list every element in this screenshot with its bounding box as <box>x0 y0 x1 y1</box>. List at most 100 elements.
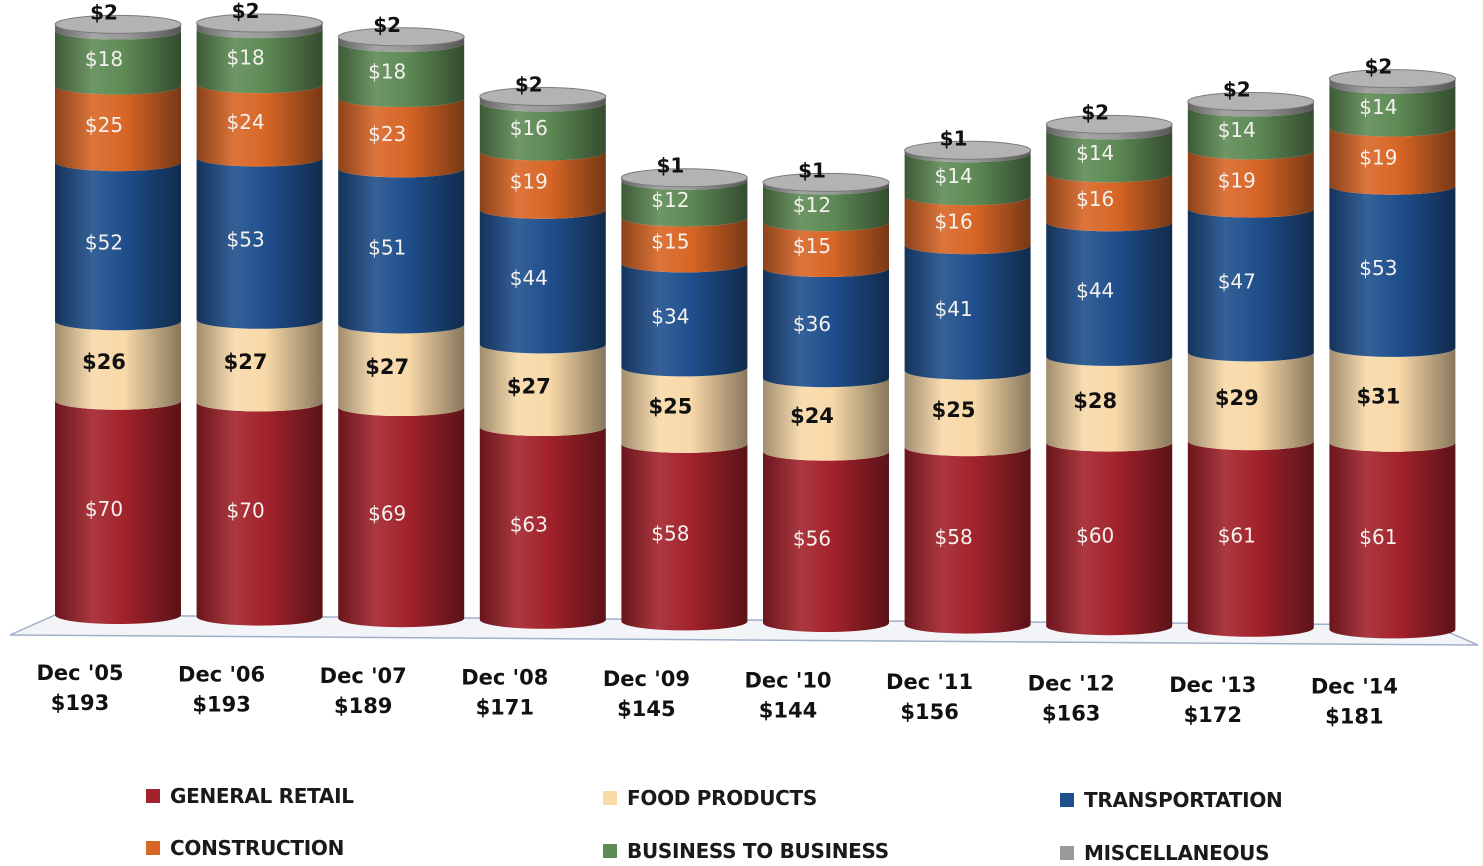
bar-segment-food-products-dec-06 <box>196 319 323 412</box>
category-label-dec-12: Dec '12 <box>1028 672 1115 696</box>
value-label-business-to-business-dec-08: $16 <box>510 116 548 140</box>
bar-segment-construction-dec-08 <box>479 151 606 219</box>
bar-segment-food-products-dec-09 <box>621 367 748 453</box>
bar-top-cap-dec-10 <box>762 172 890 192</box>
bar-segment-food-products-dec-11 <box>904 370 1031 457</box>
bar-top-cap-dec-12 <box>1045 114 1173 134</box>
bar-segment-general-retail-dec-07 <box>338 407 465 628</box>
bar-segment-transportation-dec-12 <box>1046 222 1173 366</box>
value-label-food-products-dec-14: $31 <box>1356 384 1400 408</box>
value-label-transportation-dec-07: $51 <box>368 235 406 259</box>
value-label-food-products-dec-07: $27 <box>365 355 409 379</box>
bar-segment-business-to-business-dec-09 <box>621 180 748 227</box>
bar-segment-transportation-dec-06 <box>196 157 323 329</box>
category-label-dec-14: Dec '14 <box>1311 675 1398 699</box>
legend-item-general-retail: GENERAL RETAIL <box>146 784 354 808</box>
value-label-construction-dec-09: $15 <box>651 229 689 253</box>
value-label-construction-dec-12: $16 <box>1076 187 1114 211</box>
value-label-transportation-dec-06: $53 <box>227 228 265 252</box>
bar-top-cap-dec-08 <box>479 87 607 107</box>
total-label-dec-08: $171 <box>476 696 534 720</box>
value-label-food-products-dec-10: $24 <box>790 404 834 428</box>
total-label-dec-09: $145 <box>617 697 675 721</box>
bar-segment-transportation-dec-07 <box>338 168 465 334</box>
value-label-general-retail-dec-05: $70 <box>85 497 123 521</box>
value-label-miscellaneous-dec-14: $2 <box>1364 55 1392 79</box>
bar-segment-miscellaneous-dec-12 <box>1046 124 1173 140</box>
bar-top-cap-dec-07 <box>337 27 465 47</box>
total-label-dec-11: $156 <box>900 700 958 724</box>
bar-segment-business-to-business-dec-10 <box>763 185 889 232</box>
legend-item-construction: CONSTRUCTION <box>146 836 344 860</box>
bar-segment-food-products-dec-05 <box>55 321 181 410</box>
value-label-food-products-dec-13: $29 <box>1215 386 1259 410</box>
value-label-miscellaneous-dec-11: $1 <box>940 126 968 150</box>
bar-segment-general-retail-dec-05 <box>55 400 181 624</box>
bar-segment-business-to-business-dec-11 <box>904 153 1031 206</box>
bar-segment-business-to-business-dec-05 <box>55 30 181 95</box>
bar-segment-construction-dec-07 <box>338 98 465 178</box>
legend-label-transportation: TRANSPORTATION <box>1084 788 1283 812</box>
value-label-construction-dec-05: $25 <box>85 113 123 137</box>
value-label-transportation-dec-08: $44 <box>510 266 548 290</box>
value-label-miscellaneous-dec-05: $2 <box>90 0 118 24</box>
category-label-dec-08: Dec '08 <box>461 666 548 690</box>
bar-top-cap-dec-05 <box>54 14 182 34</box>
value-label-food-products-dec-05: $26 <box>82 350 126 374</box>
value-label-general-retail-dec-09: $58 <box>651 522 689 546</box>
value-label-business-to-business-dec-07: $18 <box>368 59 406 83</box>
bar-segment-construction-dec-11 <box>904 196 1031 255</box>
bar-segment-construction-dec-09 <box>621 217 748 273</box>
value-label-transportation-dec-12: $44 <box>1076 279 1114 303</box>
value-label-miscellaneous-dec-07: $2 <box>373 13 401 37</box>
value-label-construction-dec-06: $24 <box>227 110 265 134</box>
legend-swatch-construction <box>146 841 160 855</box>
total-label-dec-12: $163 <box>1042 702 1100 726</box>
total-label-dec-14: $181 <box>1325 705 1383 729</box>
value-label-business-to-business-dec-09: $12 <box>651 188 689 212</box>
total-label-dec-05: $193 <box>51 691 109 715</box>
bar-top-cap-dec-11 <box>904 140 1032 160</box>
bar-top-cap-dec-09 <box>620 168 748 188</box>
legend-swatch-transportation <box>1060 793 1074 807</box>
category-label-dec-06: Dec '06 <box>178 663 265 687</box>
bar-segment-construction-dec-13 <box>1187 150 1314 218</box>
bar-segment-business-to-business-dec-12 <box>1046 130 1173 183</box>
category-label-dec-09: Dec '09 <box>603 667 690 691</box>
bar-segment-construction-dec-14 <box>1329 127 1456 195</box>
bar-segment-construction-dec-06 <box>196 84 323 167</box>
bar-top-cap-dec-14 <box>1328 69 1456 89</box>
bar-segment-transportation-dec-10 <box>763 268 889 388</box>
legend-swatch-general-retail <box>146 789 160 803</box>
value-label-business-to-business-dec-06: $18 <box>227 46 265 70</box>
bar-segment-general-retail-dec-14 <box>1329 442 1456 639</box>
bar-segment-general-retail-dec-06 <box>196 402 323 626</box>
value-label-general-retail-dec-10: $56 <box>793 526 831 550</box>
legend-label-construction: CONSTRUCTION <box>170 836 345 860</box>
bar-segment-miscellaneous-dec-06 <box>196 22 323 39</box>
value-label-food-products-dec-08: $27 <box>507 375 551 399</box>
bar-segment-food-products-dec-08 <box>479 344 606 437</box>
value-label-business-to-business-dec-05: $18 <box>85 47 123 71</box>
total-label-dec-13: $172 <box>1184 703 1242 727</box>
bar-segment-food-products-dec-07 <box>338 324 465 417</box>
bar-segment-transportation-dec-05 <box>55 162 181 331</box>
bar-segment-general-retail-dec-12 <box>1046 442 1173 636</box>
bar-segment-miscellaneous-dec-08 <box>479 96 606 112</box>
value-label-general-retail-dec-11: $58 <box>935 525 973 549</box>
bar-segment-food-products-dec-10 <box>763 378 889 461</box>
bar-segment-general-retail-dec-10 <box>763 451 889 632</box>
value-label-food-products-dec-12: $28 <box>1073 389 1117 413</box>
legend-item-business-to-business: BUSINESS TO BUSINESS <box>603 839 889 863</box>
bar-segment-general-retail-dec-11 <box>904 447 1031 634</box>
bar-segment-transportation-dec-13 <box>1187 208 1314 362</box>
value-label-construction-dec-08: $19 <box>510 170 548 194</box>
bar-segment-transportation-dec-11 <box>904 245 1031 380</box>
value-label-business-to-business-dec-10: $12 <box>793 193 831 217</box>
value-label-transportation-dec-13: $47 <box>1218 269 1256 293</box>
bar-segment-general-retail-dec-08 <box>479 427 606 629</box>
legend-label-business-to-business: BUSINESS TO BUSINESS <box>627 839 889 863</box>
bar-segment-construction-dec-05 <box>55 85 181 172</box>
total-label-dec-10: $144 <box>759 699 817 723</box>
